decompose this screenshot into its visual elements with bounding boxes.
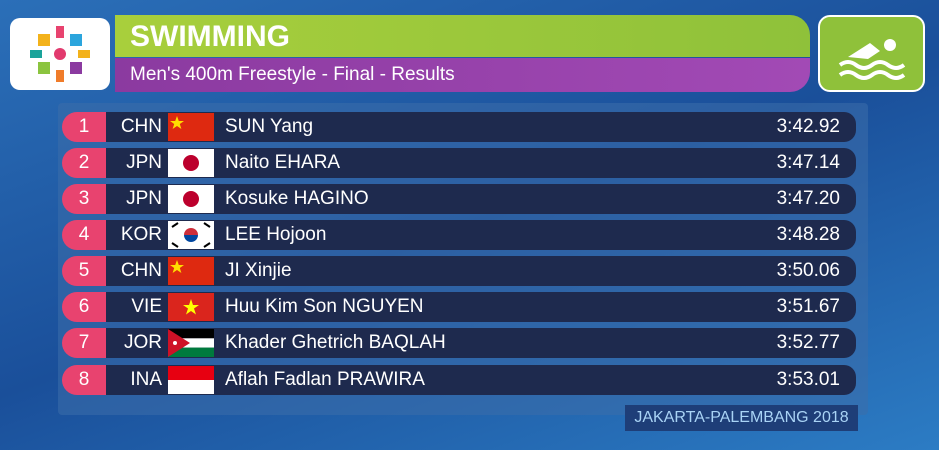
time: 3:52.77 xyxy=(776,332,840,353)
rank: 6 xyxy=(62,292,106,322)
rank: 8 xyxy=(62,365,106,395)
title: SWIMMING xyxy=(130,20,290,53)
rank: 3 xyxy=(62,184,106,214)
row-bar xyxy=(102,220,856,250)
time: 3:50.06 xyxy=(776,260,840,281)
rank: 5 xyxy=(62,256,106,286)
row-bar xyxy=(102,112,856,142)
result-row: 8 INA Aflah Fadlan PRAWIRA 3:53.01 xyxy=(62,365,856,395)
country: INA xyxy=(130,369,162,390)
country: CHN xyxy=(120,260,162,281)
flag xyxy=(168,185,214,213)
sport-icon xyxy=(818,15,925,92)
flag xyxy=(168,366,214,394)
country: CHN xyxy=(120,116,162,137)
country: VIE xyxy=(131,296,162,317)
time: 3:48.28 xyxy=(776,224,840,245)
result-row: 5 CHN JI Xinjie 3:50.06 xyxy=(62,256,856,286)
subtitle-bar xyxy=(115,58,810,92)
rank: 2 xyxy=(62,148,106,178)
time: 3:42.92 xyxy=(776,116,840,137)
flag xyxy=(168,221,214,249)
time: 3:51.67 xyxy=(776,296,840,317)
result-row: 6 VIE Huu Kim Son NGUYEN 3:51.67 xyxy=(62,292,856,322)
row-bar xyxy=(102,292,856,322)
result-row: 3 JPN Kosuke HAGINO 3:47.20 xyxy=(62,184,856,214)
athlete: Naito EHARA xyxy=(225,152,341,173)
row-bar xyxy=(102,184,856,214)
result-row: 4 KOR LEE Hojoon 3:48.28 xyxy=(62,220,856,250)
result-row: 2 JPN Naito EHARA 3:47.14 xyxy=(62,148,856,178)
time: 3:47.20 xyxy=(776,188,840,209)
country: KOR xyxy=(120,224,162,245)
games-logo xyxy=(10,18,110,90)
country: JPN xyxy=(126,188,162,209)
flag xyxy=(168,149,214,177)
flag xyxy=(168,257,214,285)
row-bar xyxy=(102,256,856,286)
row-bar xyxy=(102,148,856,178)
athlete: LEE Hojoon xyxy=(225,224,327,245)
country: JOR xyxy=(124,332,162,353)
row-bar xyxy=(102,365,856,395)
swimmer xyxy=(838,39,906,80)
row-bar xyxy=(102,328,856,358)
athlete: SUN Yang xyxy=(225,116,314,137)
flag xyxy=(168,113,214,141)
logo-art xyxy=(30,26,90,82)
result-row: 1 CHN SUN Yang 3:42.92 xyxy=(62,112,856,142)
rank: 1 xyxy=(62,112,106,142)
title-bar xyxy=(115,15,810,57)
subtitle: Men's 400m Freestyle - Final - Results xyxy=(130,64,455,85)
time: 3:53.01 xyxy=(776,369,840,390)
athlete: Aflah Fadlan PRAWIRA xyxy=(225,369,425,390)
athlete: JI Xinjie xyxy=(225,260,292,281)
flag xyxy=(168,329,214,357)
flag xyxy=(168,293,214,321)
country: JPN xyxy=(126,152,162,173)
footer: JAKARTA-PALEMBANG 2018 xyxy=(625,405,858,431)
athlete: Huu Kim Son NGUYEN xyxy=(225,296,424,317)
athlete: Kosuke HAGINO xyxy=(225,188,369,209)
time: 3:47.14 xyxy=(776,152,840,173)
rank: 7 xyxy=(62,328,106,358)
rank: 4 xyxy=(62,220,106,250)
athlete: Khader Ghetrich BAQLAH xyxy=(225,332,446,353)
result-row: 7 JOR Khader Ghetrich BAQLAH 3:52.77 xyxy=(62,328,856,358)
